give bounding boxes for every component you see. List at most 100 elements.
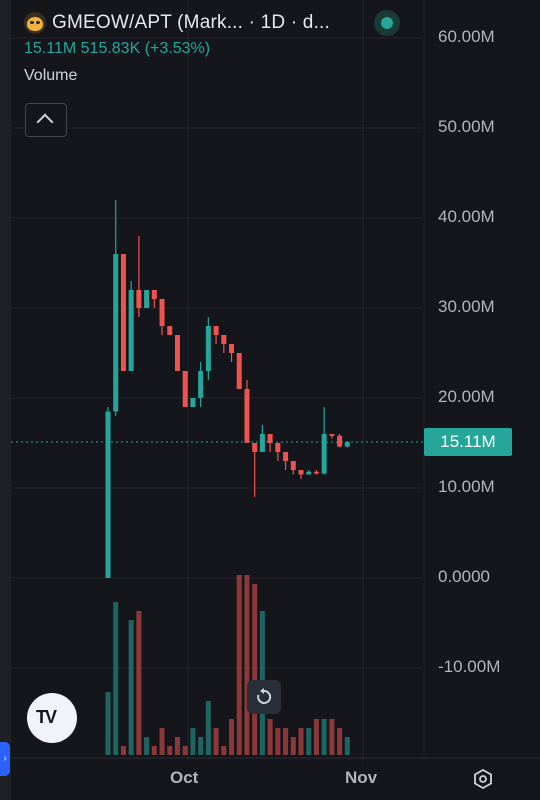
price-axis-label: 50.00M — [438, 117, 495, 136]
candle — [136, 236, 142, 317]
time-label-oct: Oct — [170, 768, 199, 787]
candle — [144, 290, 150, 308]
last-price-label: 15.11M — [424, 428, 512, 456]
candle — [190, 398, 196, 407]
candle — [306, 470, 312, 475]
candle-body — [151, 290, 157, 299]
volume-bar — [290, 737, 296, 755]
candle-body — [221, 335, 227, 344]
candle-body — [321, 434, 327, 474]
settings-icon[interactable] — [472, 768, 494, 790]
candle-body — [213, 326, 219, 335]
candle — [105, 407, 111, 578]
candle-body — [120, 254, 126, 371]
candles — [105, 200, 350, 578]
candle — [236, 353, 242, 389]
volume-bar — [167, 746, 173, 755]
volume-bar — [128, 620, 134, 755]
candle — [244, 380, 250, 443]
candle-body — [275, 443, 281, 452]
candle — [167, 326, 173, 335]
candle — [313, 470, 319, 475]
volume-bar — [236, 575, 242, 755]
symbol-title[interactable]: GMEOW/APT (Mark... · 1D · d... — [52, 12, 331, 33]
time-label-nov: Nov — [345, 768, 378, 787]
chevron-up-icon — [36, 113, 54, 131]
candle-body — [205, 326, 211, 371]
candle-body — [344, 442, 350, 447]
candle-body — [167, 326, 173, 335]
price-axis-label: 60.00M — [438, 27, 495, 46]
price-axis-label: 30.00M — [438, 297, 495, 316]
candle-body — [136, 290, 142, 308]
volume-bar — [120, 746, 126, 755]
price-axis-label: 40.00M — [438, 207, 495, 226]
volume-bars — [105, 575, 350, 755]
price-axis-label: 10.00M — [438, 477, 495, 496]
volume-bar — [205, 701, 211, 755]
candle — [151, 290, 157, 308]
candle-body — [128, 290, 134, 371]
candle — [174, 335, 180, 371]
volume-bar — [213, 728, 219, 755]
legend-title-row[interactable]: GMEOW/APT (Mark... · 1D · d... — [24, 10, 400, 36]
candle-body — [244, 389, 250, 443]
candle — [213, 326, 219, 344]
candle-body — [283, 452, 289, 461]
legend-price: 15.11M — [24, 40, 77, 57]
candle — [290, 461, 296, 475]
legend-values-row: 15.11M 515.83K (+3.53%) — [24, 40, 330, 58]
market-status-icon[interactable] — [374, 10, 400, 36]
candle-body — [198, 371, 204, 398]
volume-bar — [252, 584, 258, 755]
volume-bar — [159, 728, 165, 755]
candle — [205, 317, 211, 380]
volume-bar — [337, 728, 343, 755]
coin-logo-icon — [24, 12, 46, 34]
volume-bar — [113, 602, 119, 755]
volume-bar — [298, 728, 304, 755]
volume-bar — [321, 719, 327, 755]
volume-indicator-label[interactable]: Volume — [24, 67, 78, 84]
candle — [259, 425, 265, 452]
candle — [128, 281, 134, 371]
candle — [198, 362, 204, 407]
volume-bar — [105, 692, 111, 755]
candle — [298, 470, 304, 479]
volume-bar — [198, 737, 204, 755]
candle — [159, 299, 165, 335]
expand-toolbar-handle[interactable]: › — [0, 742, 10, 776]
candle-body — [105, 411, 111, 578]
candle-body — [144, 290, 150, 308]
volume-bar — [221, 746, 227, 755]
collapse-legend-button[interactable] — [25, 103, 67, 137]
volume-bar — [244, 575, 250, 755]
reset-chart-button[interactable] — [247, 680, 281, 714]
volume-bar — [344, 737, 350, 755]
legend-volume: 515.83K — [80, 40, 141, 57]
volume-bar — [151, 746, 157, 755]
candle-body — [182, 371, 188, 407]
candle — [329, 434, 335, 439]
tradingview-logo-icon[interactable]: TV — [27, 693, 77, 743]
price-axis-label: 20.00M — [438, 387, 495, 406]
candle-body — [290, 461, 296, 470]
volume-bar — [329, 719, 335, 755]
candle — [120, 254, 126, 371]
price-axis-label: -10.00M — [438, 657, 501, 676]
candle — [321, 407, 327, 475]
volume-bar — [182, 746, 188, 755]
volume-bar — [229, 719, 235, 755]
volume-bar — [267, 719, 273, 755]
candle-body — [298, 470, 304, 475]
candle — [337, 434, 343, 448]
candle-body — [267, 434, 273, 443]
candle-body — [190, 398, 196, 407]
volume-bar — [136, 611, 142, 755]
candle-body — [306, 471, 312, 475]
refresh-icon — [257, 688, 272, 704]
candle — [113, 200, 119, 416]
candle — [221, 335, 227, 353]
candle-body — [329, 434, 335, 436]
